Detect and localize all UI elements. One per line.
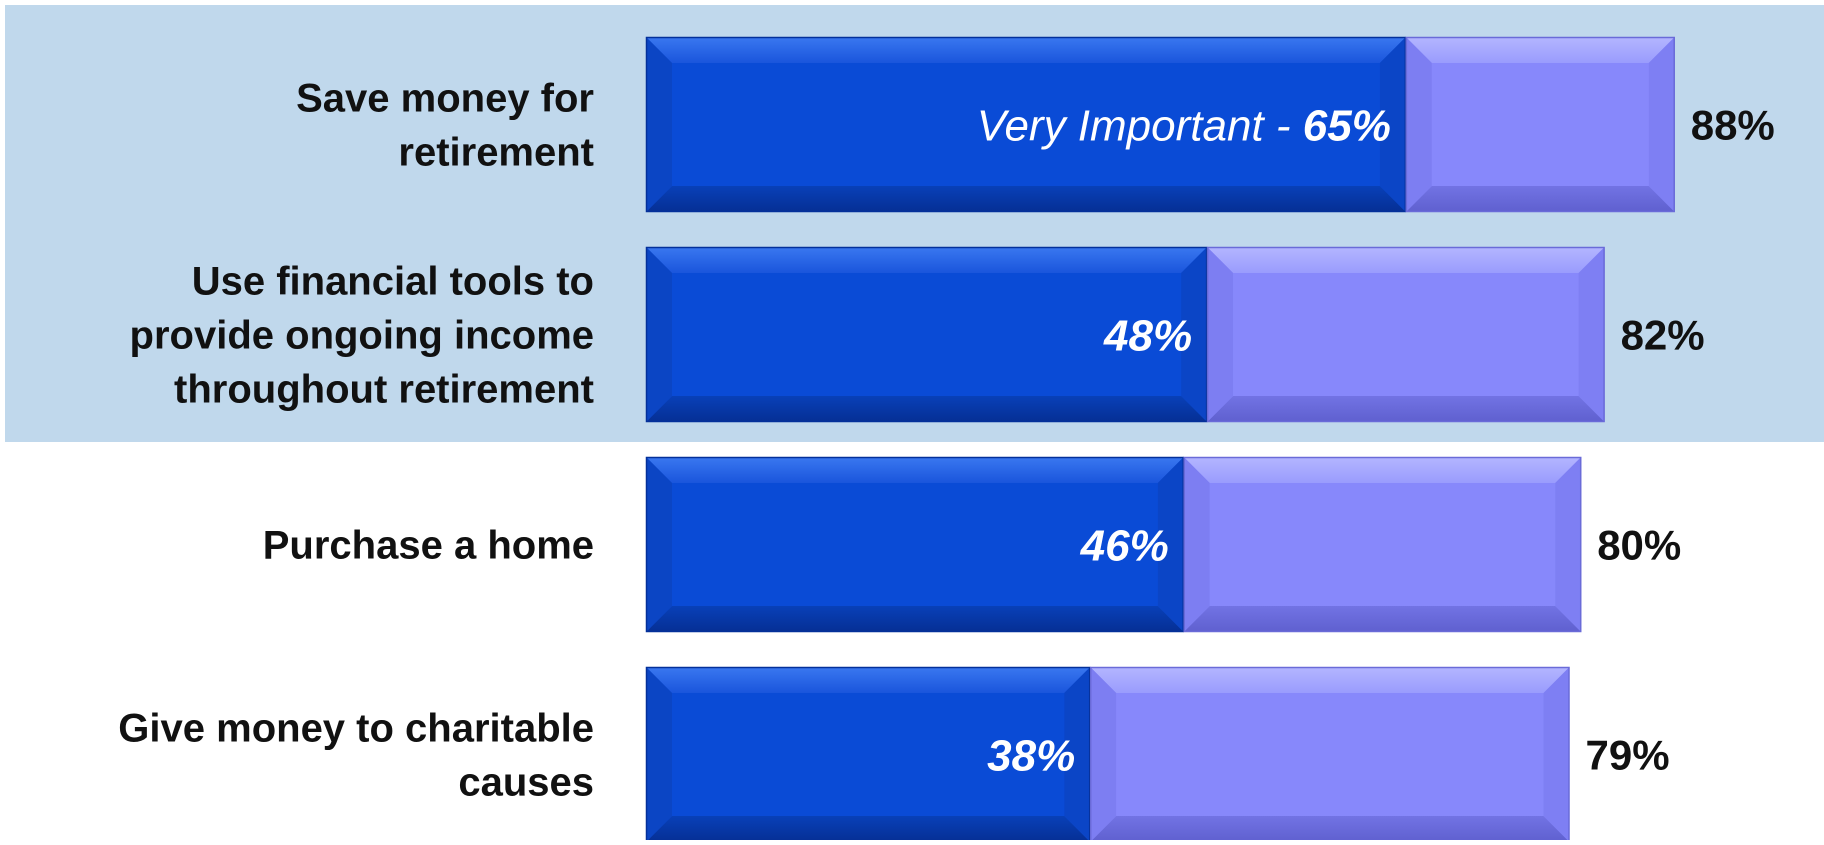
category-label-line: Save money for <box>296 77 594 121</box>
total-value-label: 88% <box>1691 102 1775 149</box>
bar-remainder <box>1405 36 1675 213</box>
category-label: Use financial tools to provide ongoing in… <box>130 260 594 412</box>
total-value-label: 82% <box>1621 312 1705 359</box>
category-label-line: Use financial tools to <box>192 260 594 304</box>
bar-very-important <box>645 456 1184 633</box>
category-label-line: Give money to charitable <box>118 707 594 751</box>
category-label-line: causes <box>458 761 594 805</box>
inner-value-label: 38% <box>987 732 1075 781</box>
bar-very-important <box>645 666 1091 843</box>
bar-very-important <box>645 246 1208 423</box>
total-value-label: 80% <box>1597 522 1681 569</box>
inner-label-prefix: Very Important - <box>977 102 1303 151</box>
category-label-line: Purchase a home <box>263 524 594 568</box>
bar-remainder <box>1206 246 1605 423</box>
bar-very-important <box>645 36 1407 213</box>
category-label: Save money for retirement <box>296 77 594 175</box>
category-label-line: throughout retirement <box>174 368 594 412</box>
inner-value-label: Very Important - 65% <box>977 102 1391 151</box>
inner-value-label: 48% <box>1103 312 1192 361</box>
category-label: Give money to charitable causes <box>118 707 594 805</box>
inner-label-value: 48% <box>1103 312 1192 361</box>
total-value-label: 79% <box>1586 732 1670 779</box>
category-label-line: retirement <box>398 131 594 175</box>
inner-label-value: 38% <box>987 732 1075 781</box>
bar-remainder <box>1183 456 1582 633</box>
category-label: Purchase a home <box>263 524 594 568</box>
inner-label-value: 65% <box>1303 102 1391 151</box>
inner-value-label: 46% <box>1080 522 1169 571</box>
inner-label-value: 46% <box>1080 522 1169 571</box>
category-label-line: provide ongoing income <box>130 314 594 358</box>
bar-remainder <box>1089 666 1570 843</box>
